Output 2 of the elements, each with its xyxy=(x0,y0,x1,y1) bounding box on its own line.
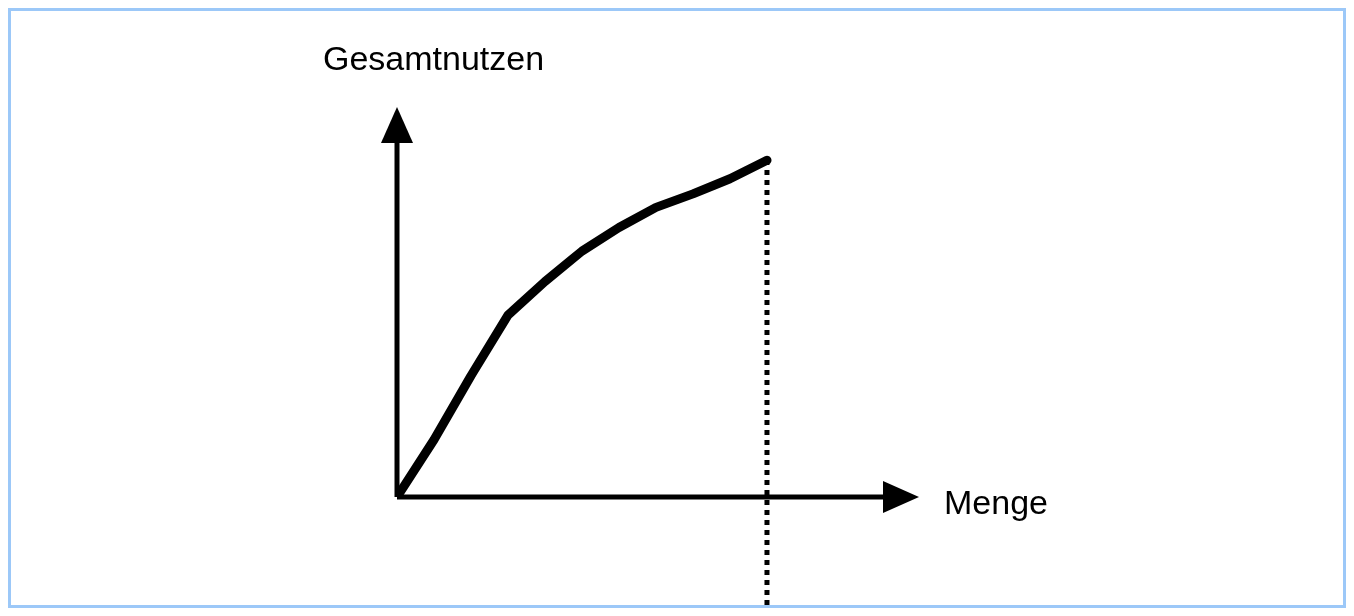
x-axis-title: Menge xyxy=(944,483,1048,522)
y-axis-title: Gesamtnutzen xyxy=(323,39,545,78)
